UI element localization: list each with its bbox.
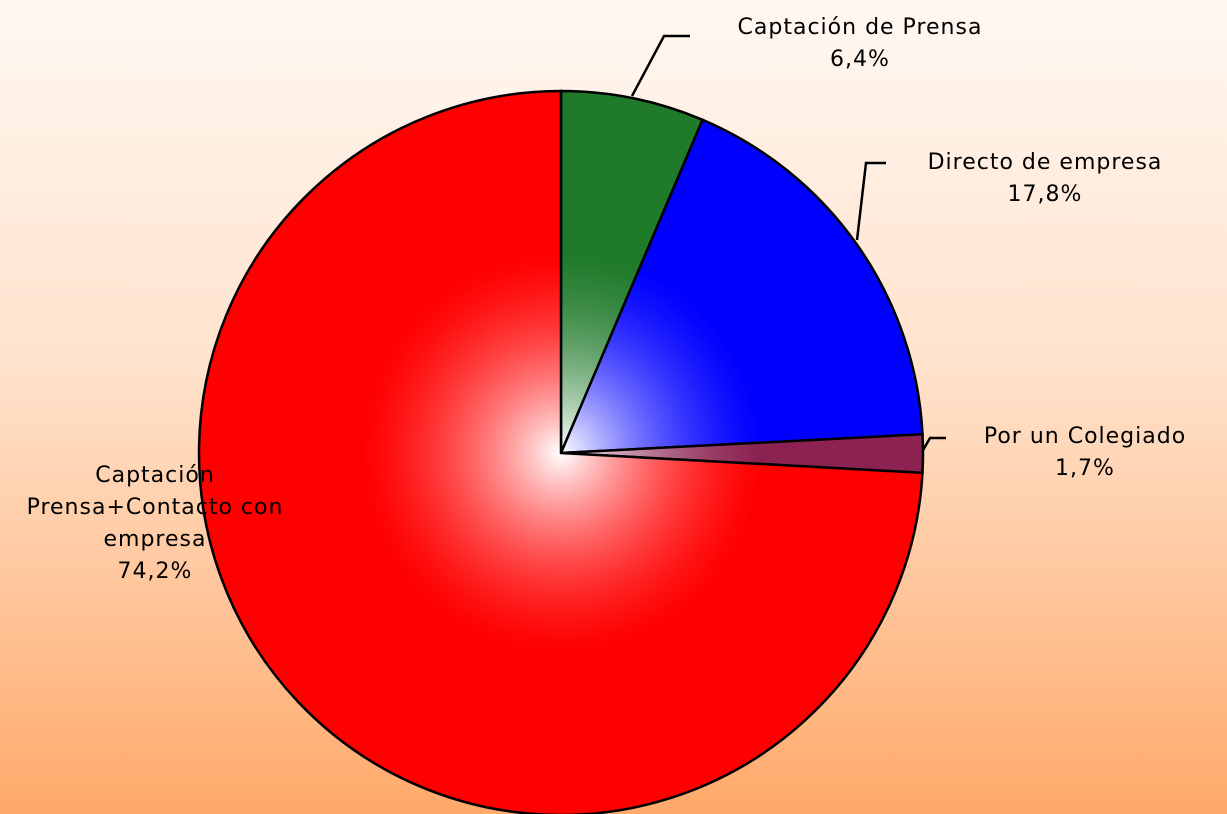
slice-name: Por un Colegiado [983,424,1187,449]
leader-line [630,34,690,97]
slice-label: Captación de Prensa 6,4% [690,12,1030,76]
slice-name: Captación de Prensa [737,15,983,40]
leader-line [920,436,946,453]
leader-line [855,161,886,241]
slice-value: 1,7% [1055,456,1115,481]
slice-label: Por un Colegiado 1,7% [945,421,1225,485]
pie-slice [559,89,705,454]
slice-name: Directo de empresa [927,150,1163,175]
slice-value: 17,8% [1007,182,1083,207]
slice-label: Directo de empresa 17,8% [885,147,1205,211]
slice-name: Captación Prensa+Contacto con empresa [26,463,284,552]
slice-label: Captación Prensa+Contacto con empresa 74… [15,460,295,588]
slice-value: 74,2% [117,559,193,584]
pie-slice [559,118,924,455]
pie-slice [197,89,924,814]
slice-value: 6,4% [830,47,890,72]
